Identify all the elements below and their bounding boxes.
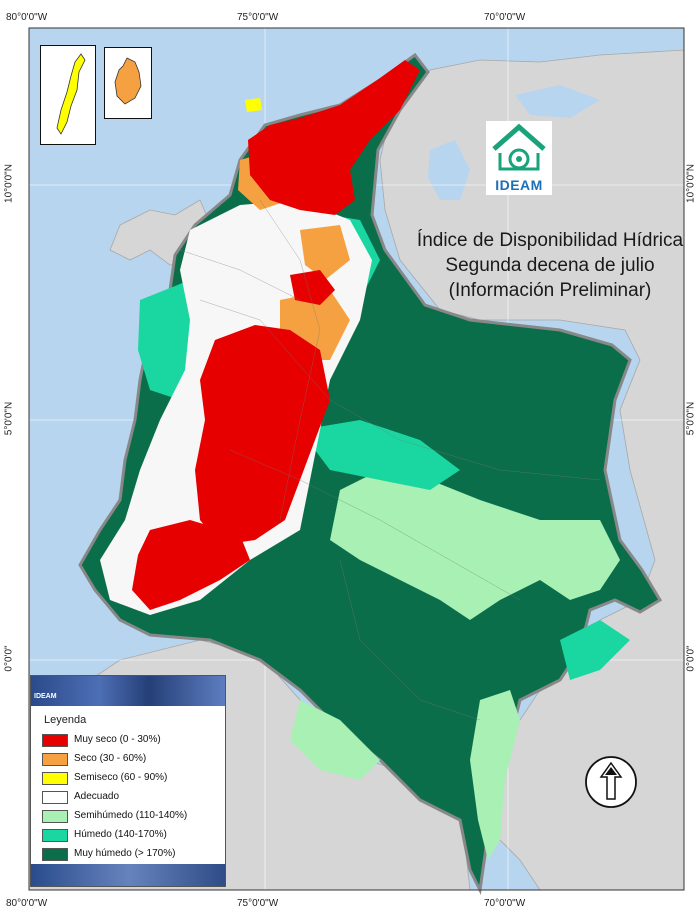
coord-top-75w: 75°0'0"W — [237, 12, 279, 23]
ideam-logo-icon — [492, 123, 546, 171]
inset-map-providencia — [104, 47, 152, 119]
coord-right-10n: 10°0'0"N — [685, 164, 697, 203]
legend-label: Muy húmedo (> 170%) — [74, 848, 176, 859]
coord-left-0: 0°0'0" — [3, 645, 15, 672]
legend-swatch — [42, 734, 68, 747]
legend-label: Húmedo (140-170%) — [74, 829, 167, 840]
legend-label: Seco (30 - 60%) — [74, 753, 147, 764]
legend-swatch — [42, 791, 68, 804]
title-line-1: Índice de Disponibilidad Hídrica — [416, 230, 684, 251]
coord-bottom-70w: 70°0'0"W — [484, 898, 526, 909]
coord-top-70w: 70°0'0"W — [484, 12, 526, 23]
coord-right-0: 0°0'0" — [685, 645, 697, 672]
inset-map-san-andres — [40, 45, 96, 145]
map-title: Índice de Disponibilidad Hídrica Segunda… — [400, 228, 700, 303]
legend-header-label: IDEAM — [34, 693, 57, 700]
island-providencia-shape — [114, 57, 142, 105]
zone-humedo-se — [560, 620, 630, 680]
zone-muy-seco-center — [195, 325, 330, 545]
legend-swatch — [42, 772, 68, 785]
legend-panel: IDEAM Leyenda Muy seco (0 - 30%) Seco (3… — [30, 675, 226, 887]
coord-bottom-75w: 75°0'0"W — [237, 898, 279, 909]
legend-header-banner: IDEAM — [31, 676, 225, 706]
legend-swatch — [42, 848, 68, 861]
map-border — [28, 27, 685, 891]
title-line-3: (Información Preliminar) — [448, 280, 652, 301]
ideam-logo: IDEAM — [486, 121, 552, 195]
zone-semihumedo-sw — [290, 700, 380, 780]
coord-left-5n: 5°0'0"N — [3, 401, 15, 436]
legend-swatch — [42, 829, 68, 842]
island-san-andres-shape — [56, 53, 86, 135]
legend-title: Leyenda — [44, 714, 87, 726]
legend-label: Muy seco (0 - 30%) — [74, 734, 161, 745]
zone-muy-seco-mid — [290, 270, 335, 305]
coord-top-80w: 80°0'0"W — [6, 12, 48, 23]
legend-label: Semihúmedo (110-140%) — [74, 810, 188, 821]
coord-left-10n: 10°0'0"N — [3, 164, 15, 203]
water-gulf — [515, 85, 600, 118]
legend-swatch — [42, 753, 68, 766]
zone-semihumedo — [330, 470, 620, 620]
ideam-logo-label: IDEAM — [495, 177, 543, 193]
legend-label: Adecuado — [74, 791, 120, 802]
coord-right-5n: 5°0'0"N — [685, 401, 697, 436]
zone-humedo — [300, 420, 460, 490]
north-arrow-icon — [585, 756, 637, 808]
coord-bottom-80w: 80°0'0"W — [6, 898, 48, 909]
legend-swatch — [42, 810, 68, 823]
zone-muy-seco-north — [248, 60, 420, 215]
department-borders — [179, 199, 601, 721]
zone-muy-seco-south — [132, 520, 250, 610]
legend-footer-banner — [31, 864, 225, 886]
legend-label: Semiseco (60 - 90%) — [74, 772, 168, 783]
zone-seco-ne — [300, 225, 350, 280]
zone-semihumedo-south — [470, 690, 520, 860]
title-line-2: Segunda decena de julio — [445, 255, 655, 276]
zone-semiseco — [245, 98, 262, 112]
